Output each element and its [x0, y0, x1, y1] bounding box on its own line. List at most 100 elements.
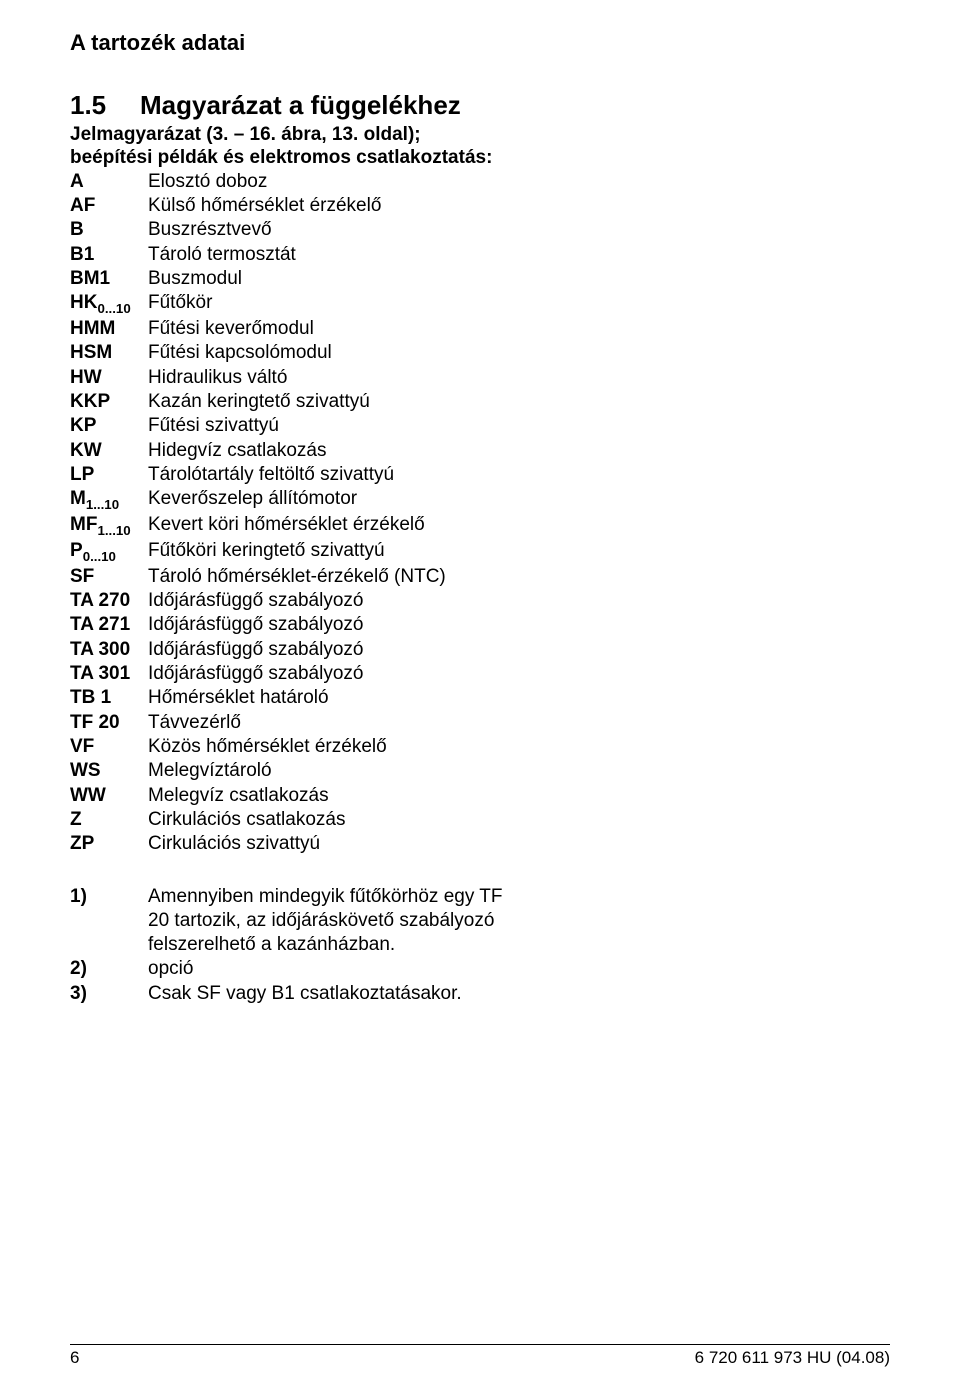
note-key: 2) — [70, 957, 148, 981]
legend-row: TA 270Időjárásfüggő szabályozó — [70, 589, 890, 613]
note-key: 3) — [70, 982, 148, 1006]
legend-key: TA 300 — [70, 638, 148, 662]
legend-row: TF 20Távvezérlő — [70, 711, 890, 735]
legend-key: KKP — [70, 390, 148, 414]
legend-value: Cirkulációs csatlakozás — [148, 808, 890, 832]
legend-key: AF — [70, 194, 148, 218]
legend-key: TF 20 — [70, 711, 148, 735]
legend-key: B1 — [70, 243, 148, 267]
legend-row: HK0...10Fűtőkör — [70, 291, 890, 317]
legend-row: WWMelegvíz csatlakozás — [70, 784, 890, 808]
legend-key: WW — [70, 784, 148, 808]
legend-value: Tárolótartály feltöltő szivattyú — [148, 463, 890, 487]
note-key: 1) — [70, 885, 148, 958]
note-row: 1)Amennyiben mindegyik fűtőkörhöz egy TF… — [70, 885, 890, 958]
legend-value: Melegvíztároló — [148, 759, 890, 783]
legend-key: Z — [70, 808, 148, 832]
note-value: Csak SF vagy B1 csatlakoztatásakor. — [148, 982, 528, 1006]
legend-value: Tároló termosztát — [148, 243, 890, 267]
legend-row: KWHidegvíz csatlakozás — [70, 439, 890, 463]
note-row: 3)Csak SF vagy B1 csatlakoztatásakor. — [70, 982, 890, 1006]
legend-value: Hidraulikus váltó — [148, 366, 890, 390]
legend-value: Kevert köri hőmérséklet érzékelő — [148, 513, 890, 539]
section-intro: beépítési példák és elektromos csatlakoz… — [70, 146, 890, 170]
legend-row: HMMFűtési keverőmodul — [70, 317, 890, 341]
legend-list: AElosztó dobozAFKülső hőmérséklet érzéke… — [70, 170, 890, 857]
legend-value: Távvezérlő — [148, 711, 890, 735]
legend-row: KPFűtési szivattyú — [70, 414, 890, 438]
legend-key: WS — [70, 759, 148, 783]
note-value: opció — [148, 957, 528, 981]
legend-value: Időjárásfüggő szabályozó — [148, 589, 890, 613]
header-title: A tartozék adatai — [70, 30, 890, 56]
legend-row: TA 301Időjárásfüggő szabályozó — [70, 662, 890, 686]
legend-row: P0...10Fűtőköri keringtető szivattyú — [70, 539, 890, 565]
footer-page-number: 6 — [70, 1348, 79, 1368]
legend-row: HWHidraulikus váltó — [70, 366, 890, 390]
legend-value: Kazán keringtető szivattyú — [148, 390, 890, 414]
legend-key: HSM — [70, 341, 148, 365]
legend-row: TB 1Hőmérséklet határoló — [70, 686, 890, 710]
legend-key: M1...10 — [70, 487, 148, 513]
legend-key: MF1...10 — [70, 513, 148, 539]
legend-key: SF — [70, 565, 148, 589]
legend-value: Tároló hőmérséklet-érzékelő (NTC) — [148, 565, 890, 589]
legend-key: BM1 — [70, 267, 148, 291]
legend-key: P0...10 — [70, 539, 148, 565]
legend-key: A — [70, 170, 148, 194]
legend-row: VFKözös hőmérséklet érzékelő — [70, 735, 890, 759]
legend-key: HW — [70, 366, 148, 390]
legend-value: Buszmodul — [148, 267, 890, 291]
legend-row: M1...10Keverőszelep állítómotor — [70, 487, 890, 513]
legend-value: Időjárásfüggő szabályozó — [148, 613, 890, 637]
legend-key: KW — [70, 439, 148, 463]
legend-row: TA 300Időjárásfüggő szabályozó — [70, 638, 890, 662]
legend-value: Fűtőköri keringtető szivattyú — [148, 539, 890, 565]
legend-key: VF — [70, 735, 148, 759]
legend-value: Közös hőmérséklet érzékelő — [148, 735, 890, 759]
notes-list: 1)Amennyiben mindegyik fűtőkörhöz egy TF… — [70, 885, 890, 1007]
section-title: 1.5Magyarázat a függelékhez — [70, 90, 890, 121]
legend-value: Elosztó doboz — [148, 170, 890, 194]
legend-key: ZP — [70, 832, 148, 856]
legend-row: AElosztó doboz — [70, 170, 890, 194]
legend-value: Keverőszelep állítómotor — [148, 487, 890, 513]
legend-value: Fűtési kapcsolómodul — [148, 341, 890, 365]
footer-doc-id: 6 720 611 973 HU (04.08) — [695, 1348, 890, 1368]
legend-key: LP — [70, 463, 148, 487]
legend-row: BBuszrésztvevő — [70, 218, 890, 242]
section-number: 1.5 — [70, 90, 140, 121]
legend-key: HMM — [70, 317, 148, 341]
legend-value: Melegvíz csatlakozás — [148, 784, 890, 808]
legend-value: Cirkulációs szivattyú — [148, 832, 890, 856]
legend-row: B1Tároló termosztát — [70, 243, 890, 267]
legend-value: Fűtési szivattyú — [148, 414, 890, 438]
legend-value: Hidegvíz csatlakozás — [148, 439, 890, 463]
legend-key: HK0...10 — [70, 291, 148, 317]
legend-row: BM1Buszmodul — [70, 267, 890, 291]
legend-key: TA 270 — [70, 589, 148, 613]
legend-key: TB 1 — [70, 686, 148, 710]
legend-value: Hőmérséklet határoló — [148, 686, 890, 710]
legend-row: LPTárolótartály feltöltő szivattyú — [70, 463, 890, 487]
legend-key: KP — [70, 414, 148, 438]
legend-value: Fűtőkör — [148, 291, 890, 317]
legend-row: ZPCirkulációs szivattyú — [70, 832, 890, 856]
page: A tartozék adatai 1.5Magyarázat a függel… — [0, 0, 960, 1392]
note-row: 2)opció — [70, 957, 890, 981]
page-footer: 6 6 720 611 973 HU (04.08) — [70, 1344, 890, 1368]
legend-value: Buszrésztvevő — [148, 218, 890, 242]
section-subtitle: Jelmagyarázat (3. – 16. ábra, 13. oldal)… — [70, 124, 890, 146]
legend-row: ZCirkulációs csatlakozás — [70, 808, 890, 832]
legend-value: Időjárásfüggő szabályozó — [148, 662, 890, 686]
note-value: Amennyiben mindegyik fűtőkörhöz egy TF 2… — [148, 885, 528, 958]
legend-row: MF1...10Kevert köri hőmérséklet érzékelő — [70, 513, 890, 539]
section-title-text: Magyarázat a függelékhez — [140, 90, 461, 120]
legend-key: B — [70, 218, 148, 242]
legend-value: Időjárásfüggő szabályozó — [148, 638, 890, 662]
legend-row: KKPKazán keringtető szivattyú — [70, 390, 890, 414]
legend-value: Külső hőmérséklet érzékelő — [148, 194, 890, 218]
legend-row: SFTároló hőmérséklet-érzékelő (NTC) — [70, 565, 890, 589]
legend-key: TA 271 — [70, 613, 148, 637]
legend-row: HSMFűtési kapcsolómodul — [70, 341, 890, 365]
